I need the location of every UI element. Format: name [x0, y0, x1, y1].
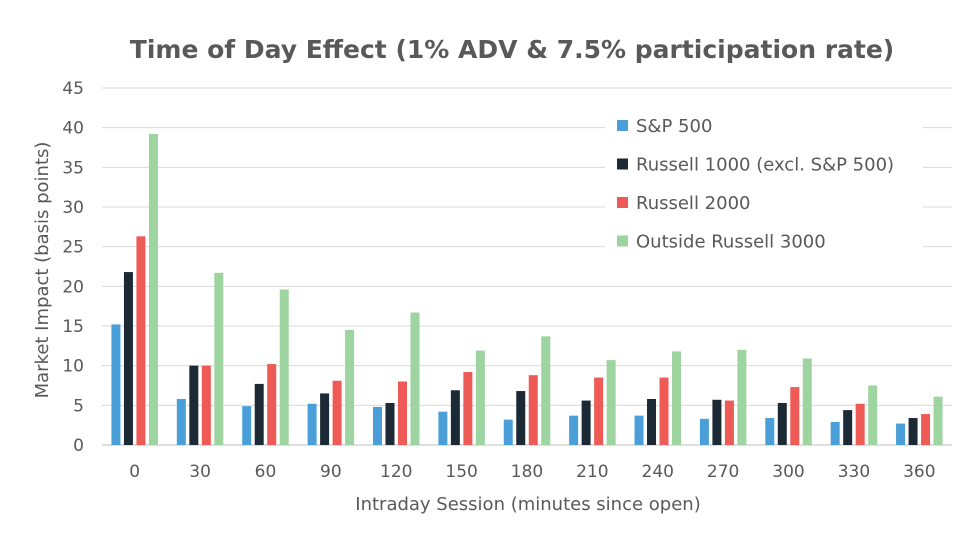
bar: [790, 387, 800, 445]
bar: [123, 272, 133, 445]
bar: [672, 351, 682, 445]
bar: [410, 312, 420, 445]
bar: [830, 421, 840, 445]
x-axis-ticks: 0 30 60 90 120 150 180 210 240 270 300 330 360: [129, 462, 935, 482]
bar: [896, 423, 906, 445]
bar: [843, 410, 853, 445]
bar: [111, 324, 121, 445]
legend-label: Russell 2000: [636, 193, 750, 214]
x-tick-label: 0: [129, 462, 140, 482]
x-tick-label: 300: [772, 462, 804, 482]
bar: [332, 380, 342, 445]
bar: [503, 419, 513, 445]
bar: [765, 418, 775, 445]
bar: [737, 349, 747, 445]
bar: [475, 350, 485, 445]
bar: [254, 383, 264, 445]
x-tick-label: 120: [380, 462, 412, 482]
y-axis-ticks: 0 5 10 15 20 25 30 35 40 45: [62, 79, 84, 456]
y-tick-label: 45: [62, 79, 84, 99]
x-tick-label: 330: [838, 462, 870, 482]
bar: [136, 236, 146, 445]
legend: S&P 500 Russell 1000 (excl. S&P 500) Russe…: [605, 104, 923, 264]
bar: [279, 289, 289, 445]
legend-swatch: [617, 158, 628, 170]
bar: [699, 418, 709, 445]
bar: [541, 336, 551, 445]
bar: [148, 134, 158, 445]
y-tick-label: 25: [62, 238, 84, 258]
x-tick-label: 360: [903, 462, 935, 482]
bar: [450, 390, 460, 445]
bar: [463, 372, 473, 445]
x-axis-label: Intraday Session (minutes since open): [355, 494, 700, 515]
x-tick-label: 270: [707, 462, 739, 482]
bar: [516, 391, 526, 445]
bar: [320, 393, 330, 445]
legend-label: Outside Russell 3000: [636, 232, 826, 253]
bar: [855, 403, 865, 445]
x-tick-label: 210: [576, 462, 608, 482]
bars: [111, 134, 943, 445]
y-tick-label: 20: [62, 277, 84, 297]
bar: [724, 400, 734, 445]
bar: [345, 329, 355, 445]
bar: [712, 399, 722, 445]
bar: [189, 365, 199, 445]
bar: [908, 418, 918, 445]
bar: [528, 375, 538, 445]
x-tick-label: 180: [511, 462, 543, 482]
legend-label: Russell 1000 (excl. S&P 500): [636, 155, 894, 176]
bar: [201, 365, 211, 445]
bar: [397, 381, 407, 445]
bar: [777, 402, 787, 445]
y-axis-label: Market Impact (basis points): [32, 142, 53, 399]
bar: [372, 406, 382, 445]
x-tick-label: 150: [445, 462, 477, 482]
y-tick-label: 10: [62, 357, 84, 377]
bar: [176, 398, 186, 445]
x-tick-label: 60: [255, 462, 277, 482]
bar: [606, 360, 616, 445]
x-tick-label: 90: [320, 462, 342, 482]
bar: [569, 415, 579, 445]
bar: [267, 364, 277, 445]
legend-swatch: [617, 235, 628, 247]
chart-title: Time of Day Effect (1% ADV & 7.5% partic…: [130, 35, 894, 64]
y-tick-label: 30: [62, 198, 84, 218]
bar: [214, 272, 224, 445]
bar: [438, 411, 448, 445]
y-tick-label: 5: [73, 396, 84, 416]
bar: [594, 377, 604, 445]
bar: [933, 396, 943, 445]
bar: [659, 377, 669, 445]
legend-background: [605, 104, 923, 264]
legend-swatch: [617, 197, 628, 208]
y-tick-label: 0: [73, 436, 84, 456]
bar: [385, 402, 395, 445]
legend-swatch: [617, 120, 628, 131]
bar: [634, 415, 644, 445]
gridlines: [102, 87, 952, 446]
y-tick-label: 15: [62, 317, 84, 337]
bar: [647, 398, 657, 445]
bar: [581, 400, 591, 445]
bar: [307, 403, 317, 445]
legend-label: S&P 500: [636, 116, 712, 137]
x-tick-label: 30: [189, 462, 211, 482]
bar: [242, 406, 252, 445]
x-tick-label: 240: [642, 462, 674, 482]
bar: [868, 385, 878, 445]
bar: [921, 414, 931, 445]
bar: [802, 358, 812, 445]
y-tick-label: 35: [62, 158, 84, 178]
y-tick-label: 40: [62, 119, 84, 139]
